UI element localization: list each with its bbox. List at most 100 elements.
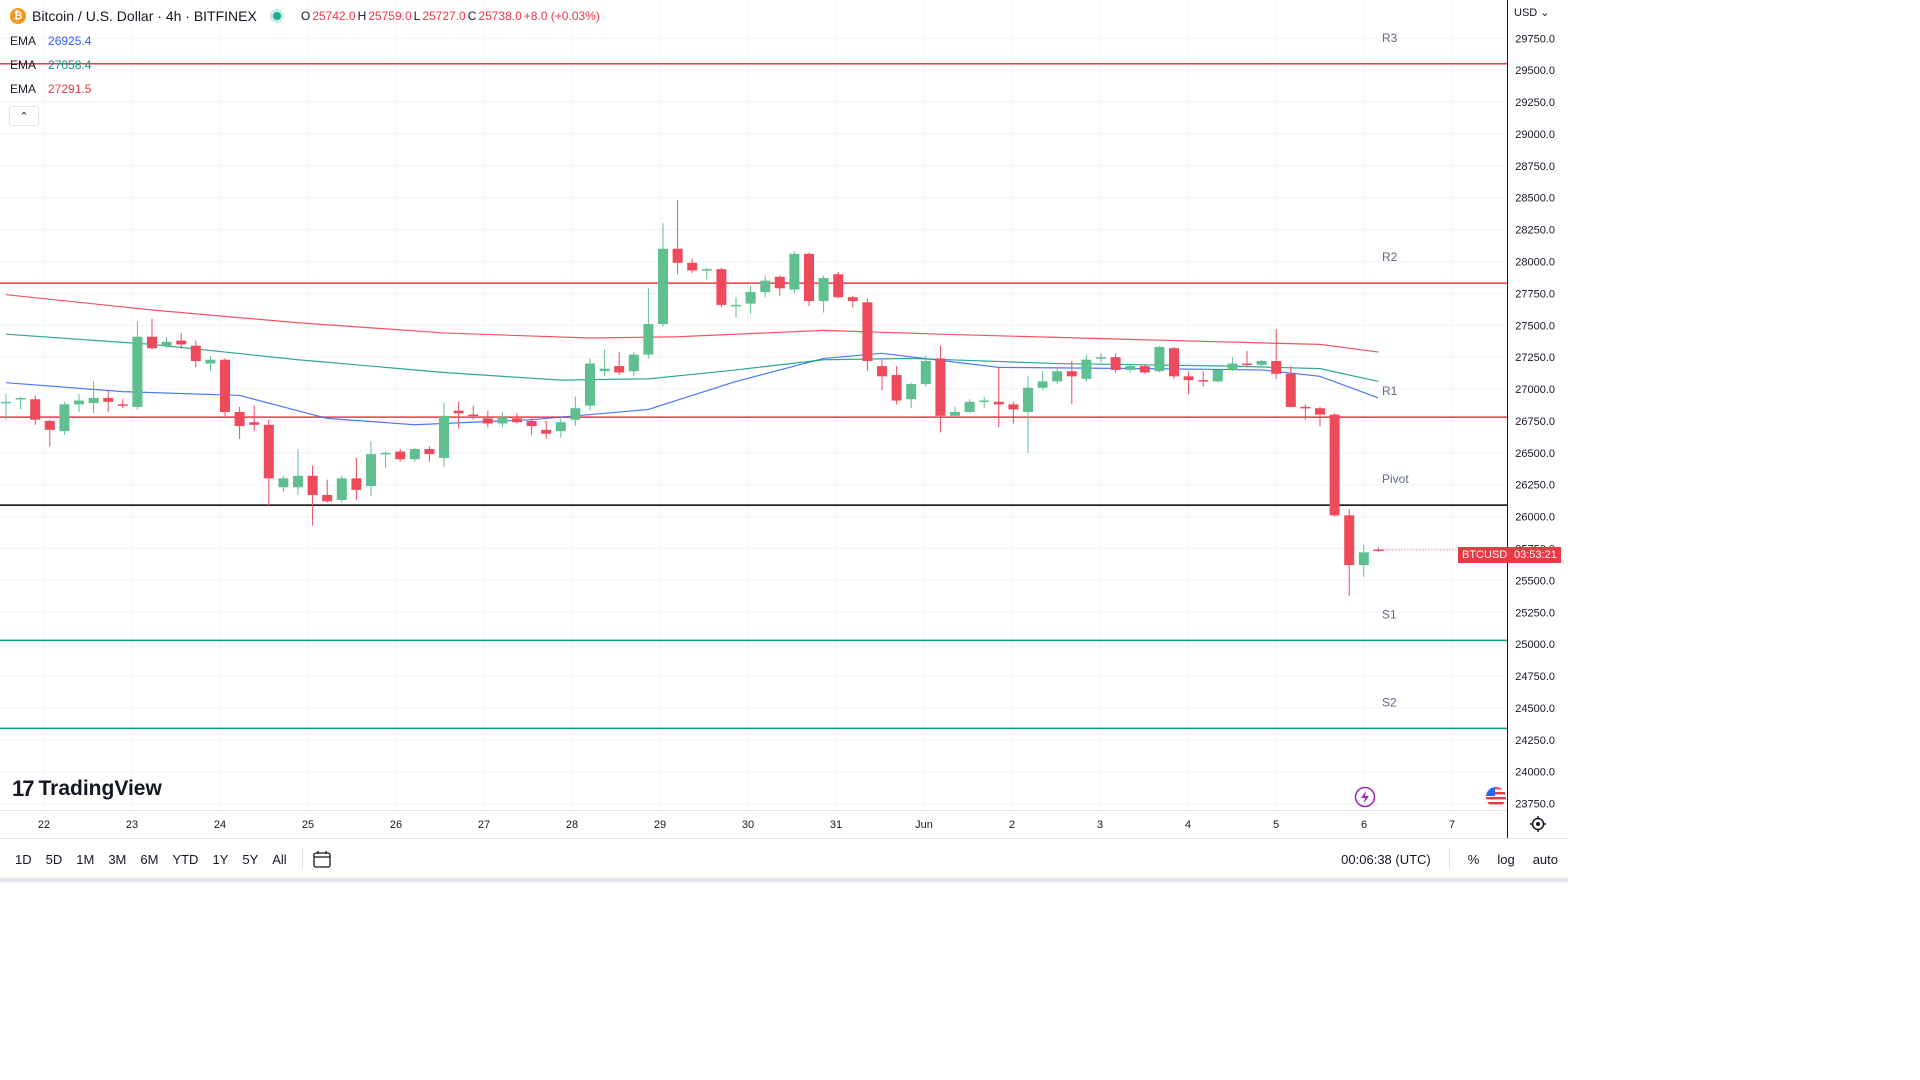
range-1y[interactable]: 1Y <box>212 851 229 867</box>
range-all[interactable]: All <box>272 851 287 867</box>
candle-body <box>1052 371 1063 382</box>
indicator-ema-3[interactable]: EMA 27291.5 <box>10 82 91 96</box>
candle-body <box>1139 366 1150 373</box>
candle-body <box>877 366 887 377</box>
time-tick-label: 27 <box>478 819 490 831</box>
market-status-icon <box>272 12 281 20</box>
candle-body <box>716 269 727 305</box>
symbol-title[interactable]: Bitcoin / U.S. Dollar · 4h · BITFINEX <box>32 8 257 24</box>
price-tick-label: 28250.0 <box>1515 225 1555 237</box>
candle-body <box>15 397 26 400</box>
candle-body <box>599 368 610 372</box>
candle-body <box>628 354 639 372</box>
candle-body <box>804 253 814 302</box>
time-tick-label: 25 <box>302 819 314 831</box>
candle <box>935 345 946 433</box>
range-6m[interactable]: 6M <box>140 851 159 867</box>
candle-body <box>1 401 11 404</box>
candle-body <box>1198 380 1209 382</box>
collapse-indicators-button[interactable]: ⌃ <box>9 106 39 126</box>
auto-scale-toggle[interactable]: auto <box>1532 851 1558 867</box>
time-tick-label: 23 <box>126 819 138 831</box>
time-tick-label: 24 <box>214 819 226 831</box>
range-5y[interactable]: 5Y <box>242 851 259 867</box>
flash-icon[interactable] <box>1354 786 1376 808</box>
indicator-value: 26925.4 <box>48 34 92 48</box>
candle-body <box>672 248 683 263</box>
settings-gear-icon[interactable] <box>1528 814 1548 834</box>
price-tick-label: 23750.0 <box>1515 799 1555 811</box>
currency-selector[interactable]: USD ⌄ <box>1514 7 1550 19</box>
price-axis: 23750.0 24000.0 24250.0 24500.0 24750.0 25000… <box>0 0 1555 838</box>
candle <box>964 399 975 414</box>
candle <box>570 396 581 427</box>
price-tick-label: 27250.0 <box>1515 352 1555 364</box>
time-tick-label: 30 <box>742 819 754 831</box>
candle <box>716 267 727 308</box>
candle-body <box>1344 515 1355 566</box>
range-3m[interactable]: 3M <box>108 851 127 867</box>
log-scale-toggle[interactable]: log <box>1497 851 1515 867</box>
candle <box>512 413 522 424</box>
candle-body <box>1169 348 1179 377</box>
candle <box>687 258 698 273</box>
candle-body <box>293 475 303 488</box>
candle-body <box>862 302 873 361</box>
candle <box>1081 354 1092 382</box>
candle <box>731 297 741 318</box>
candle-body <box>526 420 537 427</box>
candle-body <box>950 412 960 416</box>
range-1m[interactable]: 1M <box>76 851 95 867</box>
time-tick-label: Jun <box>915 819 933 831</box>
candle <box>263 419 274 507</box>
range-ytd[interactable]: YTD <box>172 851 199 867</box>
candle <box>1037 371 1048 391</box>
candle-body <box>424 449 435 455</box>
candle-body <box>1256 360 1267 365</box>
candle-body <box>658 248 668 324</box>
candles <box>1 200 1507 596</box>
candle-body <box>1373 549 1384 552</box>
range-5d[interactable]: 5D <box>45 851 63 867</box>
indicator-ema-2[interactable]: EMA 27058.4 <box>10 58 91 72</box>
ohlc-change: +8.0 (+0.03%) <box>523 9 600 23</box>
percent-scale-toggle[interactable]: % <box>1467 851 1480 867</box>
range-selector: 1D 5D 1M 3M 6M YTD 1Y 5Y All <box>8 852 294 867</box>
bar-countdown: 03:53:21 <box>1510 547 1561 563</box>
price-tick-label: 24000.0 <box>1515 767 1555 779</box>
bottom-strip <box>0 878 1568 882</box>
candle-body <box>1008 404 1019 410</box>
candle-body <box>30 399 41 420</box>
candle <box>351 457 362 501</box>
us-flag-icon[interactable] <box>1485 786 1507 808</box>
price-tick-label: 24250.0 <box>1515 735 1555 747</box>
candle <box>628 352 639 377</box>
candle-body <box>117 404 128 406</box>
candle <box>701 267 712 280</box>
go-to-date-icon[interactable] <box>311 848 333 870</box>
candle <box>278 475 289 493</box>
indicator-ema-1[interactable]: EMA 26925.4 <box>10 34 91 48</box>
candle-body <box>1329 414 1340 516</box>
candle-body <box>1023 387 1033 413</box>
level-label: R3 <box>1382 31 1398 45</box>
price-tick-label: 29750.0 <box>1515 33 1555 45</box>
candle <box>920 355 931 387</box>
candle <box>1008 401 1019 424</box>
tradingview-logo[interactable]: 17 TradingView <box>12 776 162 802</box>
candle-body <box>263 424 274 479</box>
range-1d[interactable]: 1D <box>15 851 32 867</box>
candle <box>1242 350 1252 368</box>
time-tick-label: 5 <box>1273 819 1279 831</box>
candle-body <box>1066 371 1077 377</box>
price-tick-label: 26500.0 <box>1515 448 1555 460</box>
candle <box>395 449 406 462</box>
utc-clock[interactable]: 00:06:38 (UTC) <box>1341 851 1431 867</box>
candle-body <box>993 401 1004 405</box>
time-tick-label: 22 <box>38 819 50 831</box>
candle-body <box>979 400 990 403</box>
candle <box>1139 364 1150 374</box>
candle-body <box>409 449 420 460</box>
candle-body <box>964 401 975 413</box>
